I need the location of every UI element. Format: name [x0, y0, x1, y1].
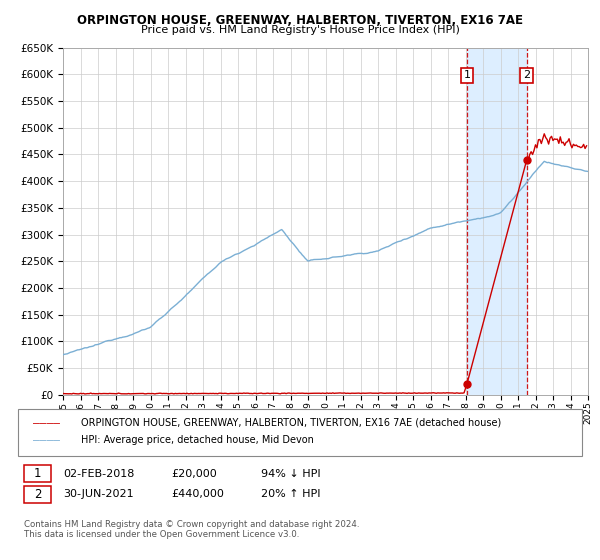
Text: £440,000: £440,000 — [171, 489, 224, 500]
Text: 2: 2 — [34, 488, 41, 501]
Text: 1: 1 — [463, 71, 470, 81]
Text: 2: 2 — [523, 71, 530, 81]
Text: ————: ———— — [33, 418, 60, 428]
Text: ————: ———— — [33, 435, 60, 445]
Text: 94% ↓ HPI: 94% ↓ HPI — [261, 469, 320, 479]
Text: HPI: Average price, detached house, Mid Devon: HPI: Average price, detached house, Mid … — [81, 435, 314, 445]
Text: 20% ↑ HPI: 20% ↑ HPI — [261, 489, 320, 500]
Text: ORPINGTON HOUSE, GREENWAY, HALBERTON, TIVERTON, EX16 7AE: ORPINGTON HOUSE, GREENWAY, HALBERTON, TI… — [77, 14, 523, 27]
Text: 30-JUN-2021: 30-JUN-2021 — [63, 489, 134, 500]
Text: 02-FEB-2018: 02-FEB-2018 — [63, 469, 134, 479]
Text: ORPINGTON HOUSE, GREENWAY, HALBERTON, TIVERTON, EX16 7AE (detached house): ORPINGTON HOUSE, GREENWAY, HALBERTON, TI… — [81, 418, 501, 428]
Text: Price paid vs. HM Land Registry's House Price Index (HPI): Price paid vs. HM Land Registry's House … — [140, 25, 460, 35]
Text: 1: 1 — [34, 467, 41, 480]
Text: Contains HM Land Registry data © Crown copyright and database right 2024.
This d: Contains HM Land Registry data © Crown c… — [24, 520, 359, 539]
Bar — [467, 48, 527, 395]
Text: £20,000: £20,000 — [171, 469, 217, 479]
